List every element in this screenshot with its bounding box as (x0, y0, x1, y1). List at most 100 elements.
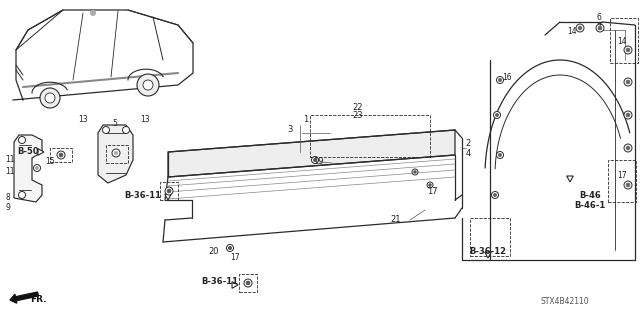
Circle shape (495, 114, 499, 116)
Circle shape (624, 144, 632, 152)
Circle shape (227, 244, 234, 251)
Circle shape (122, 127, 129, 133)
Circle shape (624, 181, 632, 189)
Polygon shape (164, 194, 172, 200)
Text: 22: 22 (353, 102, 364, 112)
Circle shape (624, 78, 632, 86)
Circle shape (576, 24, 584, 32)
Text: B-36-12: B-36-12 (470, 248, 506, 256)
Polygon shape (232, 282, 238, 288)
Circle shape (228, 247, 232, 249)
Polygon shape (168, 130, 455, 177)
Text: 13: 13 (140, 115, 150, 124)
Text: 18: 18 (638, 182, 640, 188)
Text: 19: 19 (313, 158, 323, 167)
Text: 23: 23 (353, 110, 364, 120)
Circle shape (578, 26, 582, 30)
Text: 10: 10 (638, 85, 640, 91)
Text: 10: 10 (638, 115, 640, 121)
Circle shape (624, 46, 632, 54)
Text: 9: 9 (5, 203, 10, 211)
Polygon shape (484, 252, 492, 258)
Circle shape (45, 93, 55, 103)
Text: 1: 1 (303, 115, 308, 124)
Circle shape (626, 146, 630, 150)
Text: 8: 8 (5, 194, 10, 203)
Circle shape (312, 157, 319, 164)
Text: 4: 4 (465, 149, 470, 158)
Text: 7: 7 (596, 23, 602, 32)
Text: 11: 11 (5, 155, 15, 165)
Circle shape (19, 137, 26, 144)
Bar (310, 115, 430, 157)
Circle shape (626, 113, 630, 117)
Text: B-46-1: B-46-1 (574, 201, 605, 210)
Circle shape (626, 183, 630, 187)
Text: 17: 17 (230, 254, 240, 263)
Text: 3: 3 (287, 125, 292, 135)
Circle shape (143, 80, 153, 90)
Circle shape (19, 191, 26, 198)
Circle shape (35, 167, 38, 169)
Circle shape (60, 153, 63, 157)
Circle shape (626, 48, 630, 52)
Circle shape (414, 171, 416, 173)
Circle shape (165, 187, 173, 195)
Text: 12: 12 (638, 145, 640, 151)
Bar (470, 218, 510, 256)
Circle shape (246, 281, 250, 285)
Circle shape (102, 127, 109, 133)
Circle shape (493, 194, 497, 197)
Text: B-36-11: B-36-11 (202, 278, 239, 286)
Text: 6: 6 (596, 13, 602, 23)
Text: 21: 21 (391, 216, 401, 225)
Circle shape (115, 152, 118, 154)
Circle shape (57, 151, 65, 159)
Circle shape (137, 74, 159, 96)
Circle shape (244, 279, 252, 287)
Text: 15: 15 (45, 158, 55, 167)
Circle shape (492, 191, 499, 198)
Text: 20: 20 (209, 248, 220, 256)
Circle shape (626, 80, 630, 84)
Text: 11: 11 (5, 167, 15, 176)
Text: 14: 14 (617, 38, 627, 47)
Polygon shape (38, 149, 44, 155)
Text: STX4B42110: STX4B42110 (541, 298, 589, 307)
Bar (106, 145, 128, 163)
Polygon shape (566, 176, 573, 182)
Circle shape (497, 77, 504, 84)
Polygon shape (98, 125, 133, 183)
Text: 12: 12 (638, 52, 640, 58)
Circle shape (598, 26, 602, 30)
Circle shape (499, 153, 502, 157)
Text: B-46: B-46 (579, 190, 601, 199)
Bar (50, 148, 72, 162)
Circle shape (314, 159, 317, 161)
Text: 17: 17 (617, 170, 627, 180)
Bar (239, 274, 257, 292)
Circle shape (33, 165, 40, 172)
Circle shape (493, 112, 500, 118)
Bar (608, 160, 636, 202)
Circle shape (412, 169, 418, 175)
Text: FR.: FR. (30, 295, 47, 305)
Text: 5: 5 (113, 118, 117, 128)
Text: B-36-11: B-36-11 (125, 190, 161, 199)
Circle shape (624, 111, 632, 119)
Text: 14: 14 (567, 27, 577, 36)
Text: 17: 17 (427, 188, 437, 197)
Text: 13: 13 (78, 115, 88, 124)
Circle shape (427, 182, 433, 188)
Circle shape (596, 24, 604, 32)
Text: 16: 16 (502, 73, 512, 83)
Text: 2: 2 (465, 138, 470, 147)
Bar (160, 182, 178, 200)
Polygon shape (14, 135, 42, 202)
Circle shape (90, 11, 95, 16)
Circle shape (429, 184, 431, 186)
FancyArrow shape (10, 292, 38, 303)
Circle shape (167, 189, 171, 193)
Circle shape (497, 152, 504, 159)
Bar (610, 18, 638, 63)
